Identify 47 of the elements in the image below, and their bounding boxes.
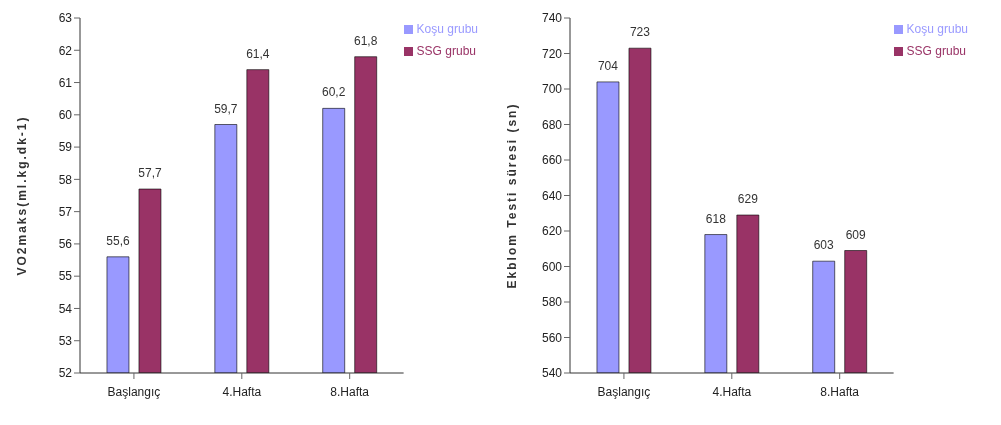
data-label: 618 [705,211,727,226]
data-label: 603 [813,238,835,253]
y-tick-label: 54 [58,301,73,316]
data-label: 61,4 [246,46,270,61]
data-label: 61,8 [354,33,378,48]
y-axis-title: VO2maks(ml.kg.dk-1) [15,115,30,276]
legend-label: SSG grubu [416,44,476,58]
data-label: 55,6 [106,233,130,248]
data-label: 57,7 [138,166,162,181]
y-tick-label: 680 [541,117,563,132]
legend-label: Koşu grubu [416,22,478,36]
x-tick-label: Başlangıç [107,384,161,399]
y-tick-label: 580 [541,295,563,310]
y-tick-label: 52 [58,366,73,381]
x-tick-label: 8.Hafta [330,384,370,399]
y-tick-label: 620 [541,224,563,239]
legend-label: SSG grubu [906,44,966,58]
y-tick-label: 660 [541,153,563,168]
x-tick-label: Başlangıç [597,384,651,399]
data-label: 704 [597,58,619,73]
x-tick-label: 4.Hafta [712,384,752,399]
y-tick-label: 700 [541,82,563,97]
y-tick-label: 60 [58,108,73,123]
data-label: 629 [737,192,759,207]
data-label: 723 [629,25,651,40]
y-tick-label: 560 [541,330,563,345]
y-tick-label: 720 [541,46,563,61]
y-axis-title: Ekblom Testi süresi (sn) [505,102,520,289]
x-tick-label: 8.Hafta [820,384,860,399]
y-tick-label: 62 [58,43,73,58]
y-tick-label: 55 [58,269,73,284]
y-tick-label: 58 [58,172,73,187]
x-tick-label: 4.Hafta [222,384,262,399]
data-label: 609 [845,227,867,242]
legend-label: Koşu grubu [906,22,968,36]
y-tick-label: 53 [58,333,73,348]
y-tick-label: 56 [58,237,73,252]
y-tick-label: 63 [58,11,73,26]
data-label: 60,2 [322,85,346,100]
y-tick-label: 57 [58,204,73,219]
y-tick-label: 740 [541,11,563,26]
y-tick-label: 640 [541,188,563,203]
y-tick-label: 540 [541,366,563,381]
data-label: 59,7 [214,101,238,116]
y-tick-label: 61 [58,75,73,90]
y-tick-label: 59 [58,140,73,155]
y-tick-label: 600 [541,259,563,274]
